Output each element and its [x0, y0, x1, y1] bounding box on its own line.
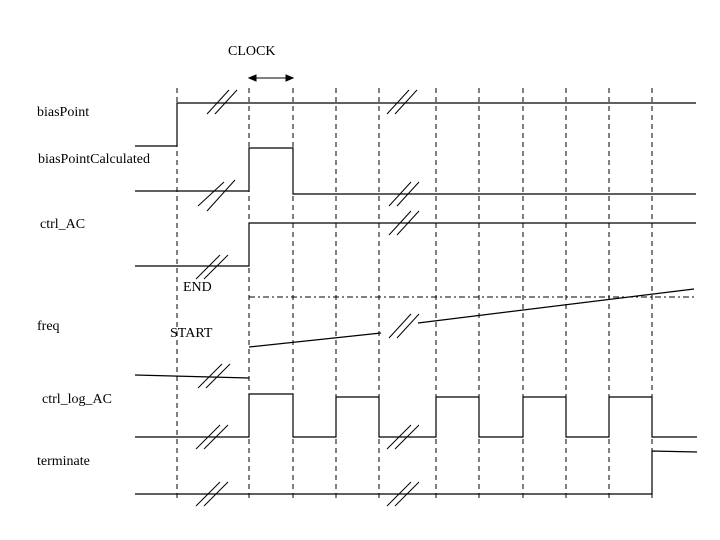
break-mark	[195, 254, 229, 280]
break-mark	[197, 179, 236, 212]
break-mark	[388, 181, 420, 207]
signal-label-ctrl_log_AC: ctrl_log_AC	[42, 392, 112, 407]
waveform-biasPointCalculated	[135, 147, 696, 195]
signal-label-biasPoint: biasPoint	[37, 105, 89, 120]
clock-period-arrow	[247, 74, 295, 82]
break-mark	[388, 210, 420, 236]
waveform-freq-baseline	[134, 374, 250, 379]
time-break-marks	[195, 89, 420, 507]
waveform-freq-ramp-1	[248, 332, 382, 348]
signal-label-ctrl_AC: ctrl_AC	[40, 217, 85, 232]
break-mark	[386, 89, 418, 115]
break-mark	[388, 313, 420, 339]
waveform-ctrl_log_AC	[135, 393, 697, 438]
signal-label-terminate: terminate	[37, 454, 90, 469]
waveform-freq-ramp-2	[417, 288, 695, 324]
end-label: END	[183, 280, 212, 295]
signal-label-biasPointCalculated: biasPointCalculated	[38, 152, 150, 167]
clock-label: CLOCK	[228, 44, 275, 59]
time-grid	[176, 88, 653, 500]
signal-label-freq: freq	[37, 319, 60, 334]
break-mark	[206, 89, 238, 115]
break-mark	[195, 481, 229, 507]
waveform-ctrl_AC	[135, 222, 696, 267]
start-label: START	[170, 326, 213, 341]
waveform-biasPoint	[135, 102, 696, 147]
break-mark	[197, 363, 231, 389]
waveform-terminate	[135, 450, 698, 495]
break-mark	[386, 424, 420, 450]
break-mark	[195, 424, 229, 450]
break-mark	[386, 481, 420, 507]
